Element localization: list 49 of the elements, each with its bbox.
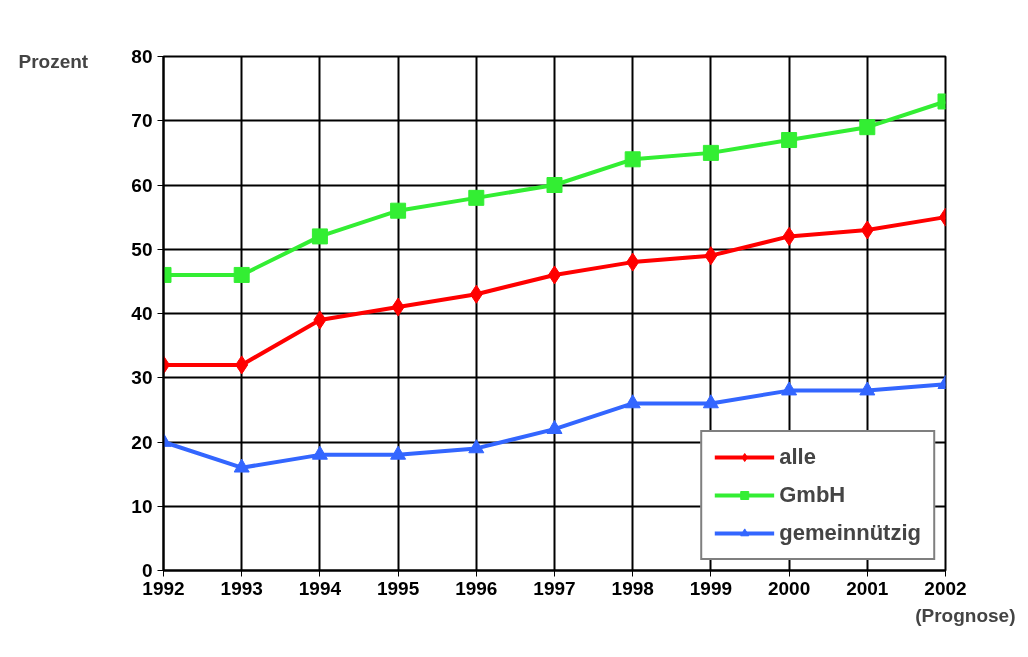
point — [546, 419, 563, 434]
legend-label: alle — [779, 444, 816, 470]
point — [313, 310, 327, 330]
point — [782, 226, 796, 246]
point — [311, 228, 328, 245]
y-tick-label: 80 — [131, 46, 153, 67]
y-tick-label: 40 — [131, 303, 153, 324]
point — [702, 144, 719, 161]
x-tick-label: 1993 — [220, 577, 263, 599]
y-tick-label: 10 — [131, 495, 153, 517]
y-tick-label: 30 — [131, 367, 153, 389]
point — [859, 119, 876, 136]
x-tick-label: 1998 — [611, 577, 654, 599]
point — [390, 445, 407, 460]
point — [468, 439, 485, 454]
point — [859, 381, 876, 396]
point — [860, 220, 874, 240]
point — [390, 202, 407, 219]
legend-label: GmbH — [779, 482, 846, 508]
point — [624, 394, 641, 409]
x-tick-label: 1995 — [376, 577, 420, 599]
x-tick-label: 2001 — [846, 577, 889, 599]
point — [311, 445, 328, 460]
point — [235, 355, 249, 375]
point — [702, 394, 719, 409]
y-tick-label: 70 — [131, 110, 153, 132]
point — [781, 132, 798, 149]
point — [626, 252, 640, 272]
x-tick-label: 1997 — [533, 577, 576, 599]
y-tick-label: 50 — [131, 238, 153, 260]
y-axis-title: Prozent — [18, 50, 89, 72]
point — [624, 151, 641, 168]
text: (Prognose) — [915, 604, 1016, 626]
point — [468, 189, 485, 206]
x-tick-label: 1994 — [298, 577, 342, 599]
legend-label: gemeinnützig — [779, 520, 921, 546]
y-tick-label: 20 — [131, 431, 153, 453]
x-tick-label: 2002 — [924, 577, 967, 599]
point — [469, 284, 483, 304]
point — [781, 381, 798, 396]
point — [391, 297, 405, 317]
point — [546, 177, 563, 193]
x-tick-label: 1996 — [455, 577, 498, 599]
x-tick-label: 2000 — [767, 577, 811, 599]
point — [233, 266, 250, 283]
point — [233, 458, 250, 473]
point — [704, 246, 718, 266]
y-tick-label: 60 — [131, 174, 153, 196]
x-tick-label: 1999 — [689, 577, 733, 599]
